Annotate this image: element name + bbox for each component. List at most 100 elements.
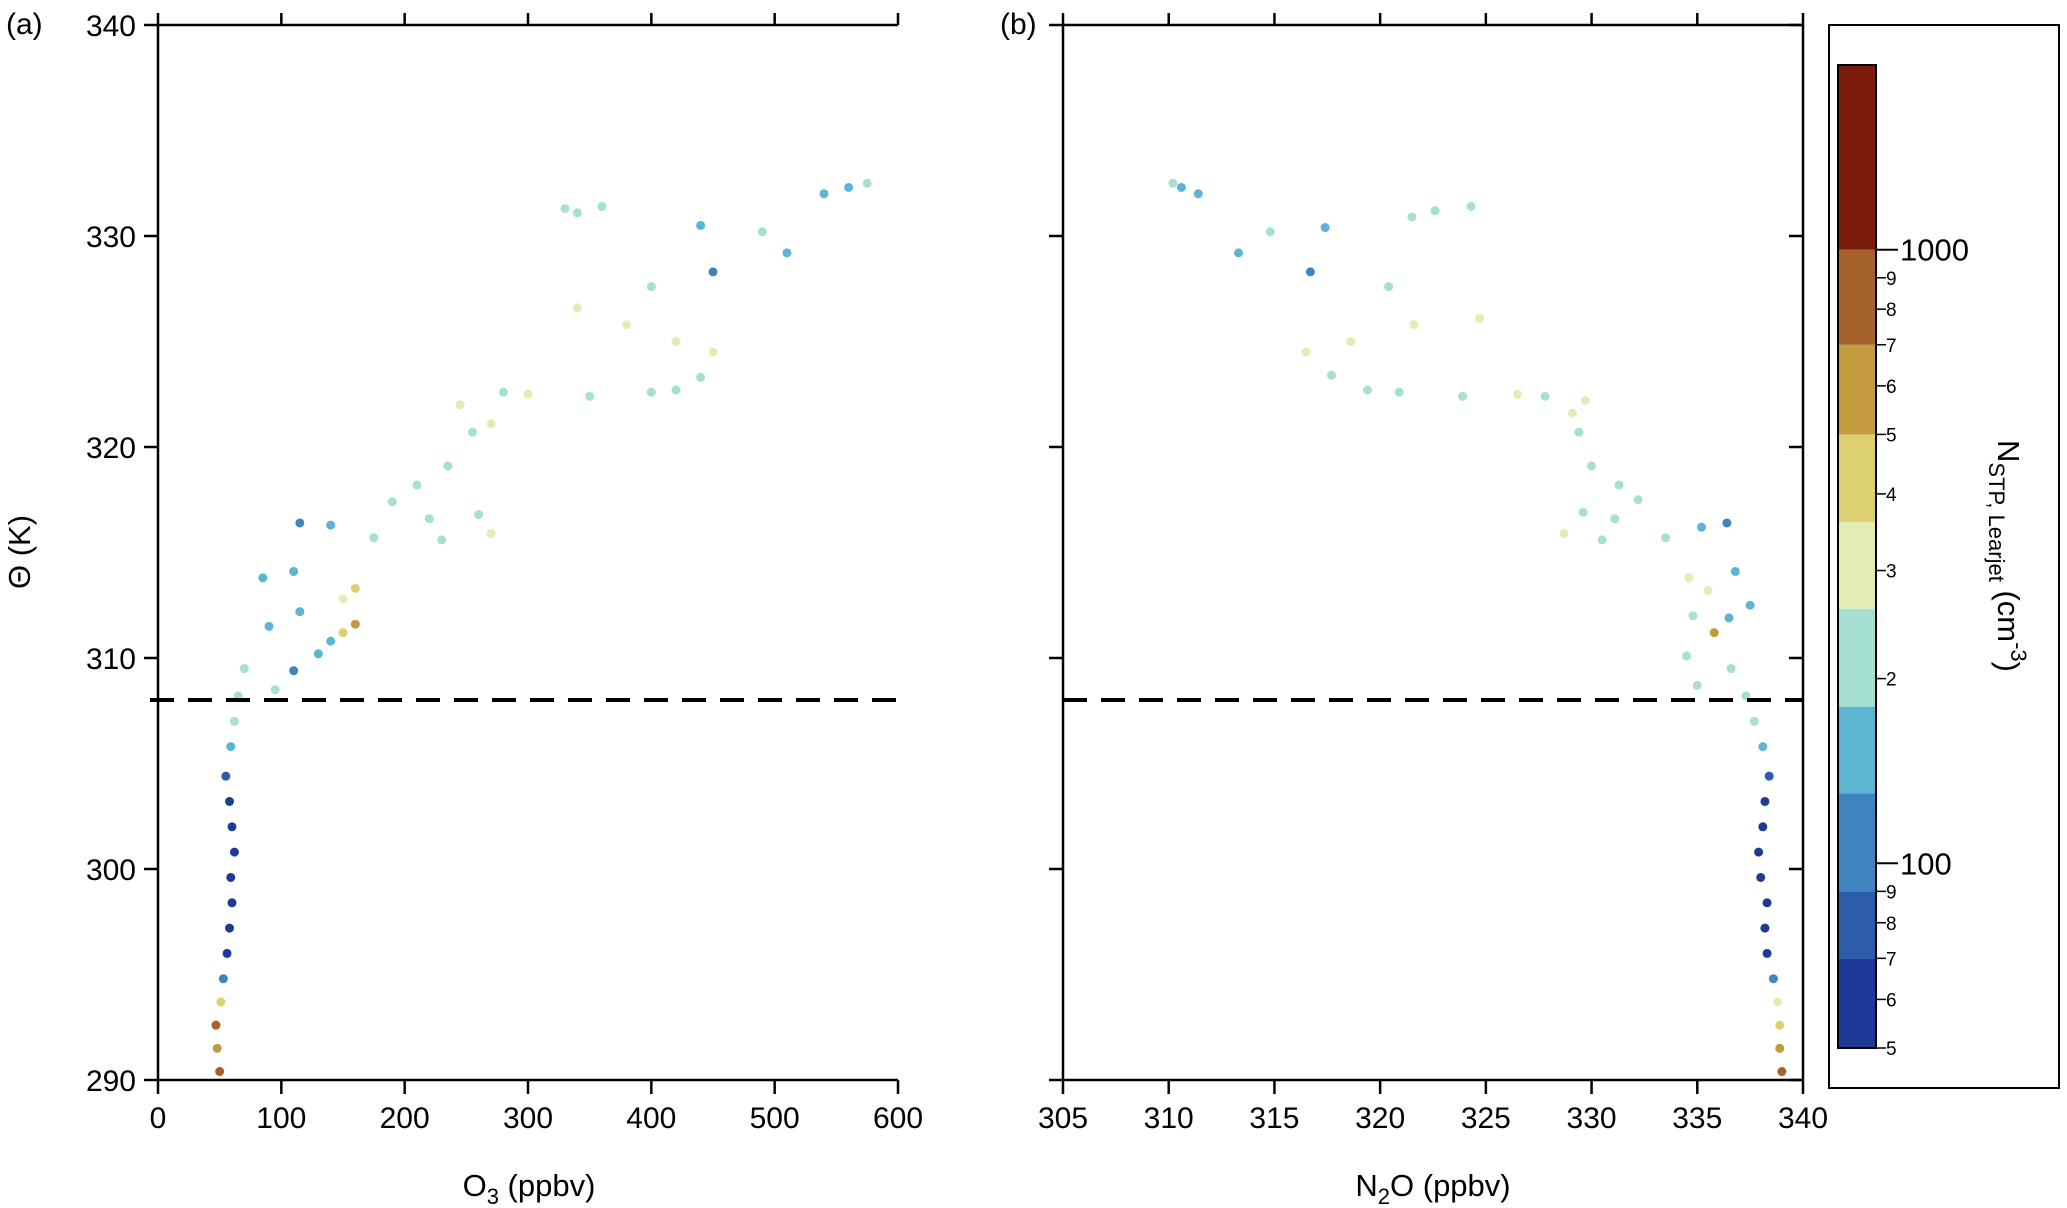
panel-b-point-14: [1749, 716, 1759, 726]
panel-b-point-44: [1327, 370, 1337, 380]
panel-a-y-tick-label-0: 290: [86, 1065, 136, 1098]
panel-a-point-19: [313, 649, 323, 659]
panel-a-point-25: [338, 594, 348, 604]
panel-a-point-37: [412, 480, 422, 490]
panel-b-x-tick-label-0: 305: [1038, 1102, 1088, 1135]
colorbar-band-5: [1838, 521, 1876, 609]
panel-a-point-11: [225, 796, 235, 806]
panel-b-x-tick-label-5: 330: [1567, 1102, 1617, 1135]
panel-b-x-tick-label-4: 325: [1461, 1102, 1511, 1135]
colorbar-ticks: 100 1000 5 6 7 8 9 2 3 4 5 6 7 8 9: [1876, 233, 1969, 1060]
panel-b-point-39: [1540, 391, 1550, 401]
panel-b-point-47: [1409, 320, 1419, 330]
panel-b-point-55: [1466, 201, 1476, 211]
panel-a-point-50: [622, 320, 632, 330]
colorbar-minor-label-6: 3: [1886, 562, 1897, 583]
panel-a-point-38: [443, 461, 453, 471]
panel-a-point-0: [215, 1067, 225, 1077]
panel-a-point-26: [258, 573, 268, 583]
colorbar-band-0: [1838, 958, 1876, 1048]
panel-b-point-27: [1697, 522, 1707, 532]
panel-b-point-57: [1176, 182, 1186, 192]
panel-a-point-6: [225, 923, 235, 933]
panel-b-x-axis-label: N2O (ppbv): [1355, 1168, 1510, 1208]
colorbar-band-2: [1838, 793, 1876, 892]
panel-b-x-tick-label-7: 340: [1778, 1102, 1828, 1135]
panel-a-point-29: [295, 518, 305, 528]
panel-b-point-45: [1301, 347, 1311, 357]
colorbar-title: NSTP, Learjet (cm-3): [1984, 440, 2031, 672]
colorbar-minor-label-10: 7: [1886, 336, 1897, 357]
colorbar-minor-label-9: 6: [1886, 377, 1897, 398]
panel-a-x-axis-label: O3 (ppbv): [463, 1168, 596, 1208]
panel-a-y-tick-label-2: 310: [86, 643, 136, 676]
panel-a-point-17: [270, 685, 280, 695]
panel-a: (a) 0 100 200 300 400 500 600 290 300 310 320 330 3…: [2, 8, 923, 1208]
panel-a-point-8: [226, 872, 236, 882]
panel-b-point-22: [1703, 585, 1713, 595]
panel-a-y-tick-label-3: 320: [86, 432, 136, 465]
panel-b-point-17: [1692, 680, 1702, 690]
panel-a-point-58: [572, 208, 582, 218]
panel-a-point-51: [572, 303, 582, 313]
panel-a-point-34: [474, 510, 484, 520]
panel-a-point-1: [212, 1043, 222, 1053]
panel-b-point-56: [1407, 212, 1417, 222]
panel-b-point-51: [1233, 248, 1243, 258]
panel-b-point-2: [1775, 1020, 1785, 1030]
colorbar-minor-label-2: 7: [1886, 949, 1897, 970]
panel-b-point-50: [1305, 267, 1315, 277]
panel-a-point-49: [671, 337, 681, 346]
panel-b-point-4: [1768, 974, 1778, 984]
panel-a-y-tick-label-1: 300: [86, 854, 136, 887]
colorbar-bands: [1838, 65, 1876, 1048]
panel-b-point-38: [1580, 396, 1590, 406]
panel-a-point-45: [646, 387, 656, 397]
panel-a-point-33: [486, 529, 496, 539]
colorbar-band-8: [1838, 249, 1876, 345]
panel-b-x-tick-label-6: 335: [1672, 1102, 1722, 1135]
panel-b-point-41: [1458, 391, 1468, 401]
panel-b-point-18: [1682, 651, 1692, 661]
panel-b-point-34: [1614, 480, 1624, 490]
panel-a-point-43: [523, 389, 533, 399]
panel-a-label: (a): [6, 8, 43, 41]
panel-a-point-27: [289, 566, 299, 576]
panel-a-y-tick-label-4: 330: [86, 221, 136, 254]
panel-a-point-55: [757, 227, 767, 237]
panel-b-point-1: [1775, 1043, 1785, 1053]
panel-b-point-52: [1265, 227, 1275, 237]
colorbar-minor-label-5: 2: [1886, 670, 1897, 691]
panel-b-x-tick-label-3: 320: [1355, 1102, 1405, 1135]
panel-a-point-12: [221, 771, 231, 781]
colorbar-minor-label-11: 8: [1886, 300, 1897, 321]
panel-a-x-axis-label-sub: 3: [487, 1184, 499, 1208]
panel-a-points: [211, 178, 872, 1077]
panel-a-point-40: [486, 419, 496, 429]
colorbar-band-6: [1838, 434, 1876, 522]
panel-a-point-28: [350, 583, 360, 593]
colorbar-band-4: [1838, 608, 1876, 707]
colorbar-minor-label-4: 9: [1886, 882, 1897, 903]
panel-a-x-tick-label-6: 600: [873, 1102, 923, 1135]
panel-b-label: (b): [1000, 8, 1037, 41]
panel-a-point-59: [560, 204, 570, 214]
panel-b-point-12: [1764, 771, 1774, 781]
panel-b-point-16: [1726, 664, 1736, 674]
panel-a-y-axis-label: Θ (K): [2, 515, 37, 589]
panel-b-point-19: [1709, 628, 1719, 638]
panel-a-point-44: [585, 391, 595, 401]
panel-a-x-tick-label-1: 100: [256, 1102, 306, 1135]
panel-a-y-ticks: 290 300 310 320 330 340: [86, 10, 158, 1098]
panel-b-point-7: [1762, 898, 1772, 908]
panel-a-point-30: [326, 520, 336, 530]
panel-b-point-31: [1578, 507, 1588, 517]
panel-b-axes: [1061, 23, 1805, 1082]
panel-a-point-56: [696, 220, 706, 230]
panel-a-x-tick-label-4: 400: [626, 1102, 676, 1135]
panel-a-point-41: [455, 400, 465, 410]
colorbar-minor-label-7: 4: [1886, 485, 1897, 506]
panel-a-point-47: [696, 372, 706, 382]
colorbar-minor-label-8: 5: [1886, 425, 1897, 446]
panel-a-point-46: [671, 385, 681, 395]
